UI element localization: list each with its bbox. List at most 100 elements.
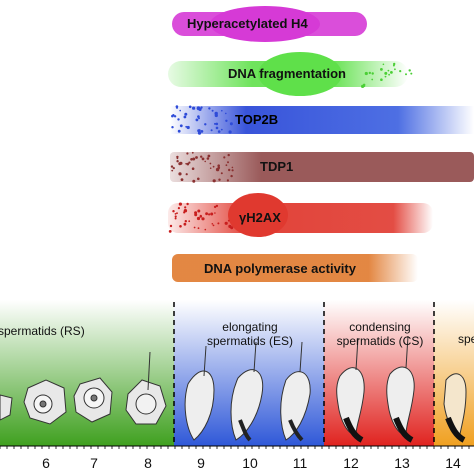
speckle-dot <box>217 164 220 167</box>
speckle-dot <box>380 68 383 71</box>
label-dna-fragmentation: DNA fragmentation <box>228 66 346 81</box>
speckle-dot <box>183 115 187 119</box>
speckle-dot <box>184 220 187 223</box>
speckle-dot <box>197 129 201 133</box>
speckle-dot <box>188 220 191 223</box>
speckle-dot <box>196 106 201 110</box>
speckle-dot <box>227 161 229 164</box>
speckle-dot <box>394 68 396 71</box>
step-label: 8 <box>144 455 152 471</box>
step-label: 12 <box>343 455 359 471</box>
speckle-dot <box>201 157 205 161</box>
speckle-dot <box>199 215 203 218</box>
speckle-dot <box>179 124 183 128</box>
speckle-dot <box>212 165 215 168</box>
speckle-dot <box>384 75 387 78</box>
speckle-dot <box>183 209 188 213</box>
bar-top2b <box>170 105 474 135</box>
speckle-dot <box>209 162 212 165</box>
speckle-dot <box>192 179 196 183</box>
speckle-dot <box>188 161 191 164</box>
speckle-dot <box>225 119 228 123</box>
speckle-dot <box>206 157 210 160</box>
step-label: 11 <box>292 455 308 471</box>
speckle-dot <box>186 152 189 155</box>
speckle-dot <box>192 157 196 161</box>
speckle-dot <box>188 105 192 109</box>
speckle-dot <box>405 73 407 76</box>
speckle-dot <box>186 162 190 166</box>
step-label: 6 <box>42 455 50 471</box>
speckle-dot <box>178 202 182 206</box>
label-dna-polymerase-activity: DNA polymerase activity <box>204 261 356 276</box>
speckle-dot <box>185 173 188 176</box>
speckle-dot <box>227 153 230 157</box>
speckle-dot <box>168 230 172 233</box>
speckle-dot <box>177 118 180 121</box>
round-spermatid-cells <box>0 351 167 425</box>
step-label: 9 <box>197 455 205 471</box>
speckle-dot <box>368 71 371 75</box>
bar-tdp1 <box>170 151 474 183</box>
speckle-dot <box>192 106 196 110</box>
phase-label-round-spermatids: spermatids (RS) <box>0 324 85 338</box>
speckle-dot <box>211 223 214 225</box>
speckle-dot <box>371 78 374 81</box>
speckle-dot <box>231 166 234 169</box>
speckle-dot <box>171 126 174 129</box>
speckle-dot <box>408 69 411 72</box>
speckle-dot <box>410 72 413 75</box>
speckle-dot <box>176 157 179 160</box>
speckle-dot <box>208 107 211 110</box>
speckle-dot <box>215 122 219 126</box>
speckle-dot <box>177 129 181 133</box>
speckle-dot <box>179 225 182 228</box>
speckle-dot <box>204 123 207 126</box>
speckle-dot <box>388 73 390 76</box>
speckle-dot <box>399 70 402 73</box>
speckle-dot <box>197 177 200 181</box>
speckle-dot <box>221 109 223 112</box>
speckle-dot <box>176 106 178 109</box>
speckle-dot <box>225 164 228 167</box>
speckle-dot <box>208 213 211 216</box>
step-label: 7 <box>90 455 98 471</box>
speckle-dot <box>186 125 190 130</box>
speckle-dot <box>171 169 174 172</box>
label-gamma-h2ax: γH2AX <box>239 210 281 225</box>
speckle-dot <box>210 212 214 216</box>
speckle-dot <box>223 156 226 159</box>
speckle-dot <box>204 228 207 231</box>
step-label: 10 <box>242 455 258 471</box>
label-tdp1: TDP1 <box>260 159 294 174</box>
phase-label-condensing-spermatids: condensing spermatids (CS) <box>336 320 424 348</box>
speckle-dot <box>210 129 213 132</box>
speckle-dot <box>201 217 205 221</box>
speckle-dot <box>217 222 220 225</box>
speckle-dot <box>220 128 223 131</box>
speckle-dot <box>220 172 223 175</box>
speckle-dot <box>186 202 189 206</box>
label-hyperacetylated-h4: Hyperacetylated H4 <box>187 16 308 31</box>
speckle-dot <box>215 126 219 130</box>
speckle-dot <box>194 213 198 217</box>
speckle-dot <box>183 222 187 226</box>
phase-label-elongating-spermatids: elongating spermatids (ES) <box>206 320 294 348</box>
speckle-dot <box>382 63 385 66</box>
speckle-dot <box>214 113 218 118</box>
speckle-dot <box>176 212 178 215</box>
speckle-dot <box>195 156 198 159</box>
speckle-dot <box>213 205 217 209</box>
bar-gamma-h2ax <box>168 193 433 237</box>
speckle-dot <box>200 155 203 158</box>
speckle-dot <box>387 69 390 72</box>
speckle-dot <box>226 179 229 182</box>
elongating-spermatid-cells <box>184 341 311 442</box>
step-label: 13 <box>394 455 410 471</box>
speckle-dot <box>224 221 228 225</box>
speckle-dot <box>384 71 388 75</box>
speckle-dot <box>170 165 174 168</box>
speckle-dot <box>227 219 230 222</box>
bar-dna-polymerase-activity <box>172 254 418 282</box>
bar-dna-fragmentation <box>168 52 413 96</box>
